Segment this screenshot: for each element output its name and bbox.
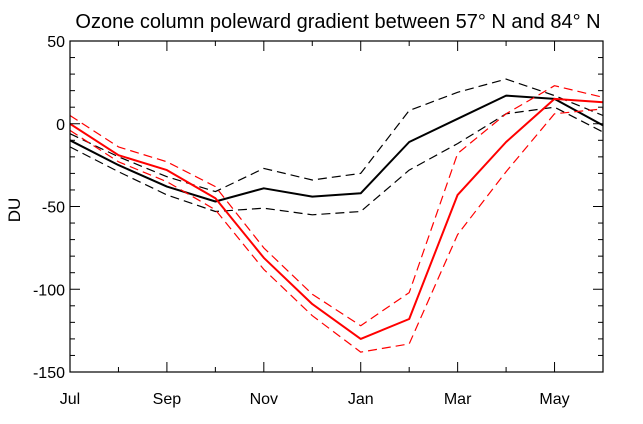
y-tick-label: 50 (47, 34, 65, 51)
x-tick-label: Nov (250, 391, 278, 408)
plot-frame (69, 40, 604, 373)
x-tick-label: Sep (153, 391, 182, 408)
series-line-0 (69, 94, 604, 203)
chart-title: Ozone column poleward gradient between 5… (75, 11, 600, 33)
series-line-5 (69, 108, 604, 353)
series-line-1 (69, 78, 604, 193)
series-line-4 (69, 85, 604, 327)
y-tick-label: -100 (33, 282, 65, 299)
x-tick-label: Jul (60, 391, 80, 408)
series-layer (69, 78, 604, 353)
y-tick-label: -150 (33, 365, 65, 382)
x-tick-label: Mar (444, 391, 472, 408)
ticks-layer: -150 -100 -50 0 50 Jul Sep Nov Jan Mar May (33, 34, 604, 408)
y-axis-label: DU (5, 198, 24, 223)
series-line-2 (69, 106, 604, 216)
y-tick-label: 0 (56, 117, 65, 134)
x-tick-label: Jan (348, 391, 374, 408)
x-tick-label: May (539, 391, 569, 408)
series-line-3 (69, 97, 604, 340)
y-tick-label: -50 (42, 200, 65, 217)
